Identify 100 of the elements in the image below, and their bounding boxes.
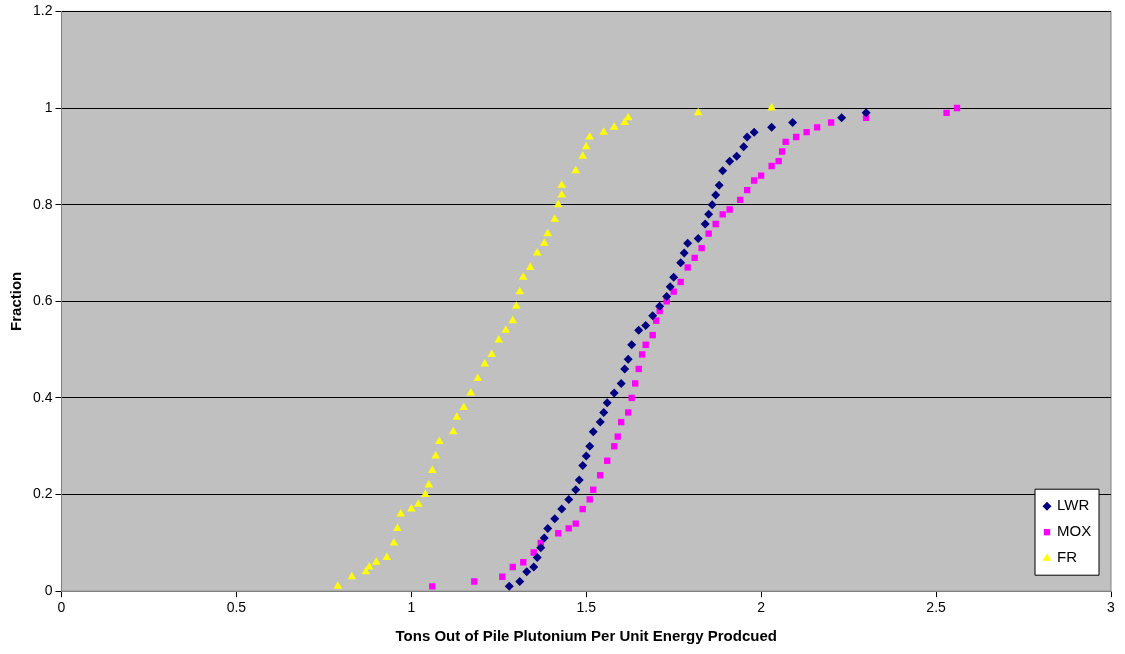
point bbox=[413, 499, 423, 507]
point bbox=[424, 479, 434, 488]
point bbox=[725, 156, 735, 166]
point bbox=[788, 118, 798, 128]
point bbox=[693, 107, 703, 116]
point bbox=[466, 388, 476, 396]
legend-label: MOX bbox=[1057, 522, 1092, 540]
point bbox=[620, 117, 630, 126]
x-tick-label: 1 bbox=[407, 599, 416, 616]
point bbox=[550, 514, 560, 524]
point bbox=[539, 238, 549, 246]
legend-label: LWR bbox=[1057, 496, 1090, 514]
point bbox=[714, 180, 724, 190]
point bbox=[434, 436, 444, 444]
y-tick-label: 1.2 bbox=[32, 2, 53, 19]
point bbox=[742, 132, 752, 142]
point bbox=[494, 334, 504, 343]
point bbox=[585, 441, 595, 451]
point bbox=[579, 505, 586, 513]
point bbox=[665, 282, 675, 292]
x-tick-label: 2.5 bbox=[926, 599, 947, 616]
point bbox=[515, 286, 525, 295]
point bbox=[532, 247, 542, 256]
point bbox=[389, 537, 399, 546]
x-axis-title: Tons Out of Pile Plutonium Per Unit Energy Prodcued bbox=[395, 627, 777, 645]
point bbox=[718, 166, 728, 176]
point bbox=[704, 209, 714, 219]
point bbox=[620, 364, 630, 374]
point bbox=[614, 433, 621, 440]
legend-label: FR bbox=[1057, 548, 1078, 566]
point bbox=[813, 124, 821, 131]
point bbox=[757, 172, 765, 179]
point bbox=[653, 317, 660, 324]
point bbox=[943, 109, 950, 117]
y-axis-title: Fraction bbox=[7, 271, 25, 331]
x-tick-label: 2 bbox=[757, 599, 766, 616]
point bbox=[623, 112, 633, 121]
point bbox=[719, 211, 726, 218]
point bbox=[609, 388, 619, 398]
point bbox=[616, 378, 626, 388]
y-tick-label: 1 bbox=[44, 98, 53, 115]
point bbox=[543, 228, 553, 237]
point bbox=[655, 301, 665, 311]
point bbox=[392, 523, 402, 531]
point bbox=[684, 264, 691, 271]
point bbox=[676, 258, 686, 268]
point bbox=[782, 138, 789, 146]
point bbox=[693, 233, 703, 243]
point bbox=[572, 520, 579, 527]
point bbox=[639, 351, 646, 358]
point bbox=[518, 272, 528, 280]
x-tick-label: 3 bbox=[1107, 599, 1116, 616]
point bbox=[585, 132, 595, 140]
x-tick-label: 0 bbox=[57, 599, 66, 616]
point bbox=[609, 122, 619, 130]
point bbox=[669, 272, 679, 282]
point bbox=[347, 571, 357, 580]
point bbox=[511, 301, 521, 309]
point bbox=[634, 325, 644, 335]
x-tick-label: 1.5 bbox=[576, 599, 597, 616]
point bbox=[778, 148, 786, 155]
point bbox=[522, 567, 532, 577]
point bbox=[726, 206, 733, 213]
point bbox=[333, 581, 343, 589]
point bbox=[431, 450, 441, 459]
point bbox=[648, 311, 658, 321]
point bbox=[557, 180, 567, 188]
point bbox=[627, 340, 637, 350]
point bbox=[543, 523, 553, 533]
point bbox=[768, 162, 775, 170]
y-tick-label: 0 bbox=[44, 582, 53, 599]
point bbox=[557, 504, 567, 514]
point bbox=[711, 190, 721, 200]
point bbox=[767, 122, 777, 132]
point bbox=[473, 373, 483, 382]
point bbox=[679, 248, 689, 258]
point bbox=[698, 244, 705, 252]
x-tick-label: 0.5 bbox=[226, 599, 247, 616]
point bbox=[382, 552, 392, 560]
point bbox=[750, 177, 758, 184]
point bbox=[536, 543, 546, 553]
point bbox=[767, 103, 776, 111]
point bbox=[662, 291, 672, 301]
point bbox=[707, 200, 717, 210]
point bbox=[574, 475, 584, 485]
point bbox=[427, 465, 437, 473]
point bbox=[530, 549, 537, 556]
point bbox=[371, 557, 381, 565]
point bbox=[448, 426, 458, 435]
point bbox=[532, 552, 542, 562]
point bbox=[602, 398, 612, 408]
point bbox=[581, 451, 591, 461]
point bbox=[571, 485, 581, 495]
point bbox=[452, 412, 462, 420]
point bbox=[578, 151, 588, 159]
point bbox=[565, 525, 572, 532]
y-tick-label: 0.8 bbox=[32, 195, 53, 212]
point bbox=[550, 214, 560, 222]
point bbox=[588, 427, 598, 437]
point bbox=[429, 583, 436, 590]
